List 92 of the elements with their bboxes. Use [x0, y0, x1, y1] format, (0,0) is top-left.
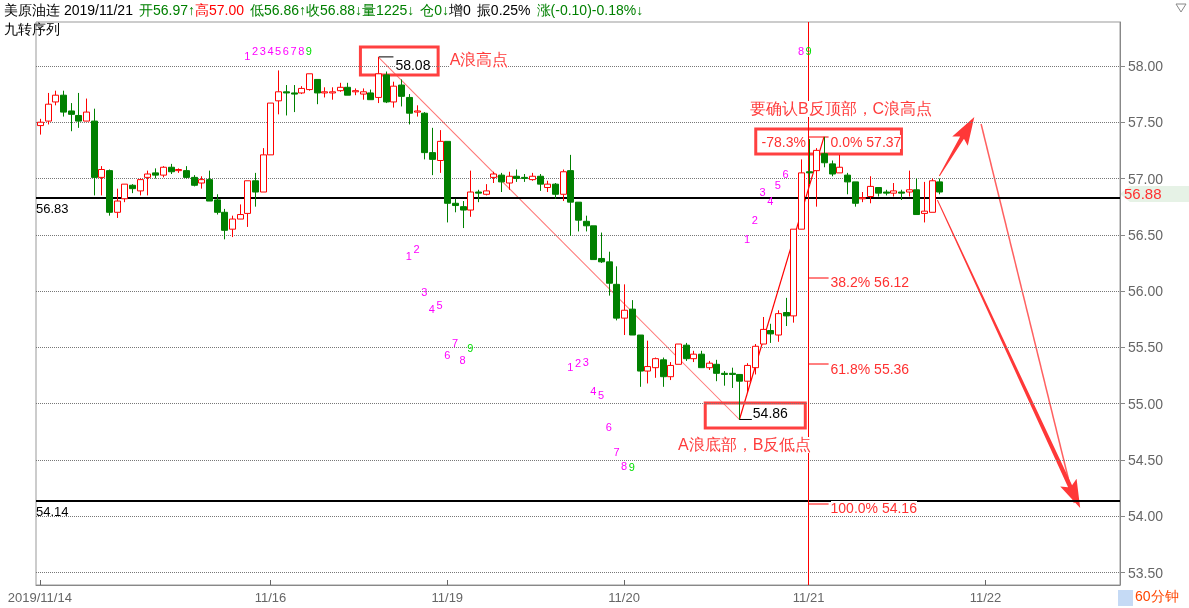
- x-tick-label: 11/16: [254, 590, 287, 605]
- annotation: 3: [759, 185, 766, 198]
- y-tick-label: 56.00: [1128, 283, 1164, 300]
- y-tick-label: 54.50: [1128, 452, 1164, 469]
- text: 增0: [449, 2, 471, 18]
- annotation: 6: [282, 44, 289, 57]
- text: 收56.88↓: [306, 2, 363, 18]
- candlestick: [706, 360, 713, 371]
- annotation: 3: [582, 355, 589, 368]
- annotation: -78.3%: [761, 134, 806, 151]
- annotation: 3: [421, 285, 428, 298]
- annotation: 6: [782, 167, 789, 180]
- annotation: 4: [590, 384, 597, 397]
- candlestick: [667, 361, 674, 381]
- annotation: 54.86: [752, 405, 788, 422]
- annotation: 7: [290, 44, 297, 57]
- candlestick: [806, 138, 813, 185]
- x-tick-label: 11/20: [608, 590, 640, 605]
- text: 仓0↓: [420, 2, 450, 18]
- candlestick: [529, 172, 536, 181]
- annotation: 3: [259, 44, 266, 57]
- annotation: 4: [267, 44, 274, 57]
- x-tick-label: 11/19: [431, 590, 464, 605]
- candlestick: [275, 69, 282, 115]
- annotation: 4: [428, 302, 435, 315]
- annotation: 7: [451, 336, 459, 349]
- x-tick-label: 11/22: [969, 590, 1002, 605]
- chart-subtitle: 九转序列: [4, 21, 60, 38]
- annotation: 5: [774, 178, 781, 191]
- y-tick-label: 55.00: [1128, 395, 1164, 412]
- annotation: 1: [567, 360, 574, 373]
- candlestick: [91, 108, 98, 196]
- candlestick: [168, 163, 175, 175]
- ref-line-label: 54.14: [36, 503, 69, 519]
- annotation: 8: [797, 44, 804, 57]
- text: 高57.00: [194, 2, 245, 18]
- annotation: 5: [598, 388, 605, 401]
- annotation: A浪底部，B反低点: [678, 436, 812, 454]
- annotation: 1: [244, 49, 251, 62]
- annotation: 8: [621, 459, 628, 472]
- y-tick-label: 56.50: [1128, 226, 1164, 243]
- candlestick: [98, 165, 105, 196]
- annotation: 0.0% 57.37: [830, 134, 902, 151]
- annotation: 6: [605, 420, 612, 433]
- annotation: 1: [744, 232, 751, 245]
- annotation: 6: [444, 348, 451, 361]
- candlestick: [437, 129, 444, 174]
- text: 开56.97↑: [138, 2, 195, 18]
- annotation: 2: [751, 213, 758, 226]
- candlestick: [175, 169, 182, 174]
- text: 低56.86↑: [250, 2, 307, 18]
- x-tick-label: 2019/11/14: [7, 590, 72, 605]
- annotation: 8: [298, 44, 305, 57]
- annotation: 9: [305, 44, 312, 57]
- annotation: A浪高点: [449, 51, 509, 69]
- y-tick-label: 55.50: [1128, 339, 1164, 356]
- annotation: 8: [459, 353, 466, 366]
- candlestick: [37, 118, 44, 136]
- annotation: 5: [436, 298, 443, 311]
- annotation: 7: [613, 445, 620, 458]
- candlestick: [683, 342, 690, 362]
- candlestick: [783, 297, 790, 327]
- annotation: 2: [413, 242, 420, 255]
- text: 量1225↓: [362, 2, 415, 18]
- text: 振0.25%: [476, 2, 531, 18]
- annotation: 61.8% 55.36: [830, 361, 910, 378]
- annotation: 9: [805, 44, 812, 57]
- y-tick-label: 54.00: [1128, 508, 1164, 525]
- x-tick-label: 11/21: [792, 590, 825, 605]
- candlestick: [813, 147, 820, 208]
- ref-line-label: 56.83: [36, 200, 69, 216]
- candlestick: [406, 93, 413, 125]
- annotation: 38.2% 56.12: [830, 274, 910, 291]
- y-tick-label: 57.50: [1128, 114, 1164, 131]
- annotation: 58.08: [395, 57, 431, 74]
- annotation: 9: [628, 460, 635, 473]
- text: 56.88: [1124, 184, 1162, 202]
- y-tick-label: 58.00: [1128, 57, 1164, 74]
- annotation: 5: [275, 44, 282, 57]
- text: 60分钟: [1135, 588, 1179, 605]
- annotation: 2: [252, 44, 259, 57]
- annotation: 100.0% 54.16: [830, 500, 917, 517]
- y-tick-label: 53.50: [1128, 564, 1164, 581]
- annotation: 要确认B反顶部，C浪高点: [749, 100, 933, 118]
- annotation: 9: [467, 341, 474, 354]
- annotation: 2: [574, 356, 582, 369]
- chart-title: 美原油连 2019/11/21: [4, 2, 133, 18]
- text: 涨(-0.10)-0.18%↓: [536, 2, 644, 18]
- annotation: 1: [405, 249, 412, 262]
- candlestick: [690, 350, 697, 363]
- y-tick-label: 57.00: [1128, 170, 1164, 187]
- candlestick: [621, 283, 628, 336]
